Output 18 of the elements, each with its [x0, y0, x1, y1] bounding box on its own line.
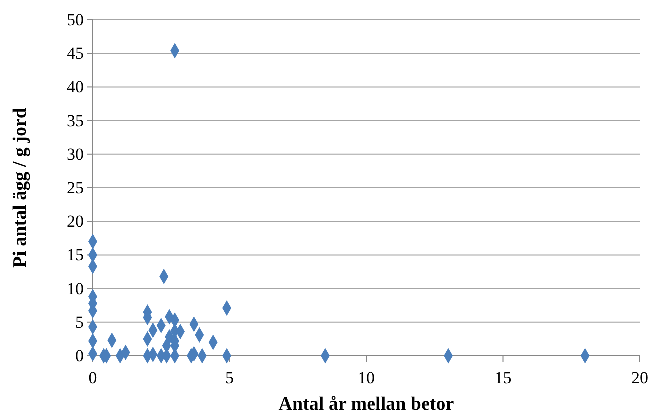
y-tick-label: 40: [67, 78, 84, 97]
y-tick-label: 15: [67, 246, 84, 265]
y-tick-label: 20: [67, 212, 84, 232]
x-tick-label: 20: [632, 368, 648, 388]
y-tick-label: 0: [76, 346, 84, 366]
x-axis-title: Antal år mellan betor: [278, 394, 455, 415]
x-tick-label: 15: [494, 368, 512, 388]
y-tick-label: 45: [67, 44, 84, 64]
x-tick-label: 5: [226, 368, 234, 388]
x-tick-label: 0: [88, 368, 98, 388]
y-tick-label: 50: [67, 10, 84, 30]
y-tick-label: 25: [67, 178, 84, 198]
y-tick-label: 30: [67, 144, 84, 164]
y-tick-label: 10: [67, 279, 84, 298]
y-tick-label: 35: [67, 111, 84, 130]
y-axis-title: Pi antal ägg / g jord: [10, 108, 31, 268]
y-tick-label: 5: [76, 312, 84, 332]
x-tick-label: 10: [358, 368, 375, 388]
